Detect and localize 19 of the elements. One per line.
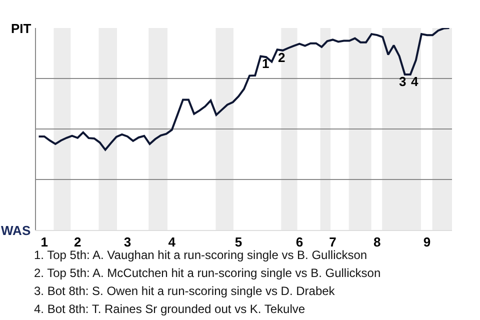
annotation: 3	[399, 74, 406, 89]
text: PIT	[11, 21, 32, 36]
x-tick-label: 9	[423, 234, 431, 250]
text: WAS	[1, 223, 31, 238]
annotation: 2	[278, 50, 286, 65]
x-tick-label: 3	[124, 234, 132, 250]
annotation: 4	[411, 74, 419, 89]
x-tick-label: 2	[74, 234, 82, 250]
x-tick-label: 4	[168, 234, 176, 250]
x-tick-label: 7	[329, 234, 336, 250]
text: 2. Top 5th: A. McCutchen hit a run-scoring single vs B. Gullickson	[34, 266, 381, 280]
text: 4. Bot 8th: T. Raines Sr grounded out vs K. Tekulve	[34, 302, 306, 316]
x-tick-label: 6	[296, 234, 304, 250]
text: 1. Top 5th: A. Vaughan hit a run-scoring single vs B. Gullickson	[34, 248, 368, 262]
annotation: 1	[262, 56, 270, 71]
x-tick-label: 8	[374, 234, 381, 250]
text: 3. Bot 8th: S. Owen hit a run-scoring single vs D. Drabek	[34, 284, 336, 298]
x-tick-label: 1	[40, 234, 48, 250]
x-tick-label: 5	[234, 234, 242, 250]
